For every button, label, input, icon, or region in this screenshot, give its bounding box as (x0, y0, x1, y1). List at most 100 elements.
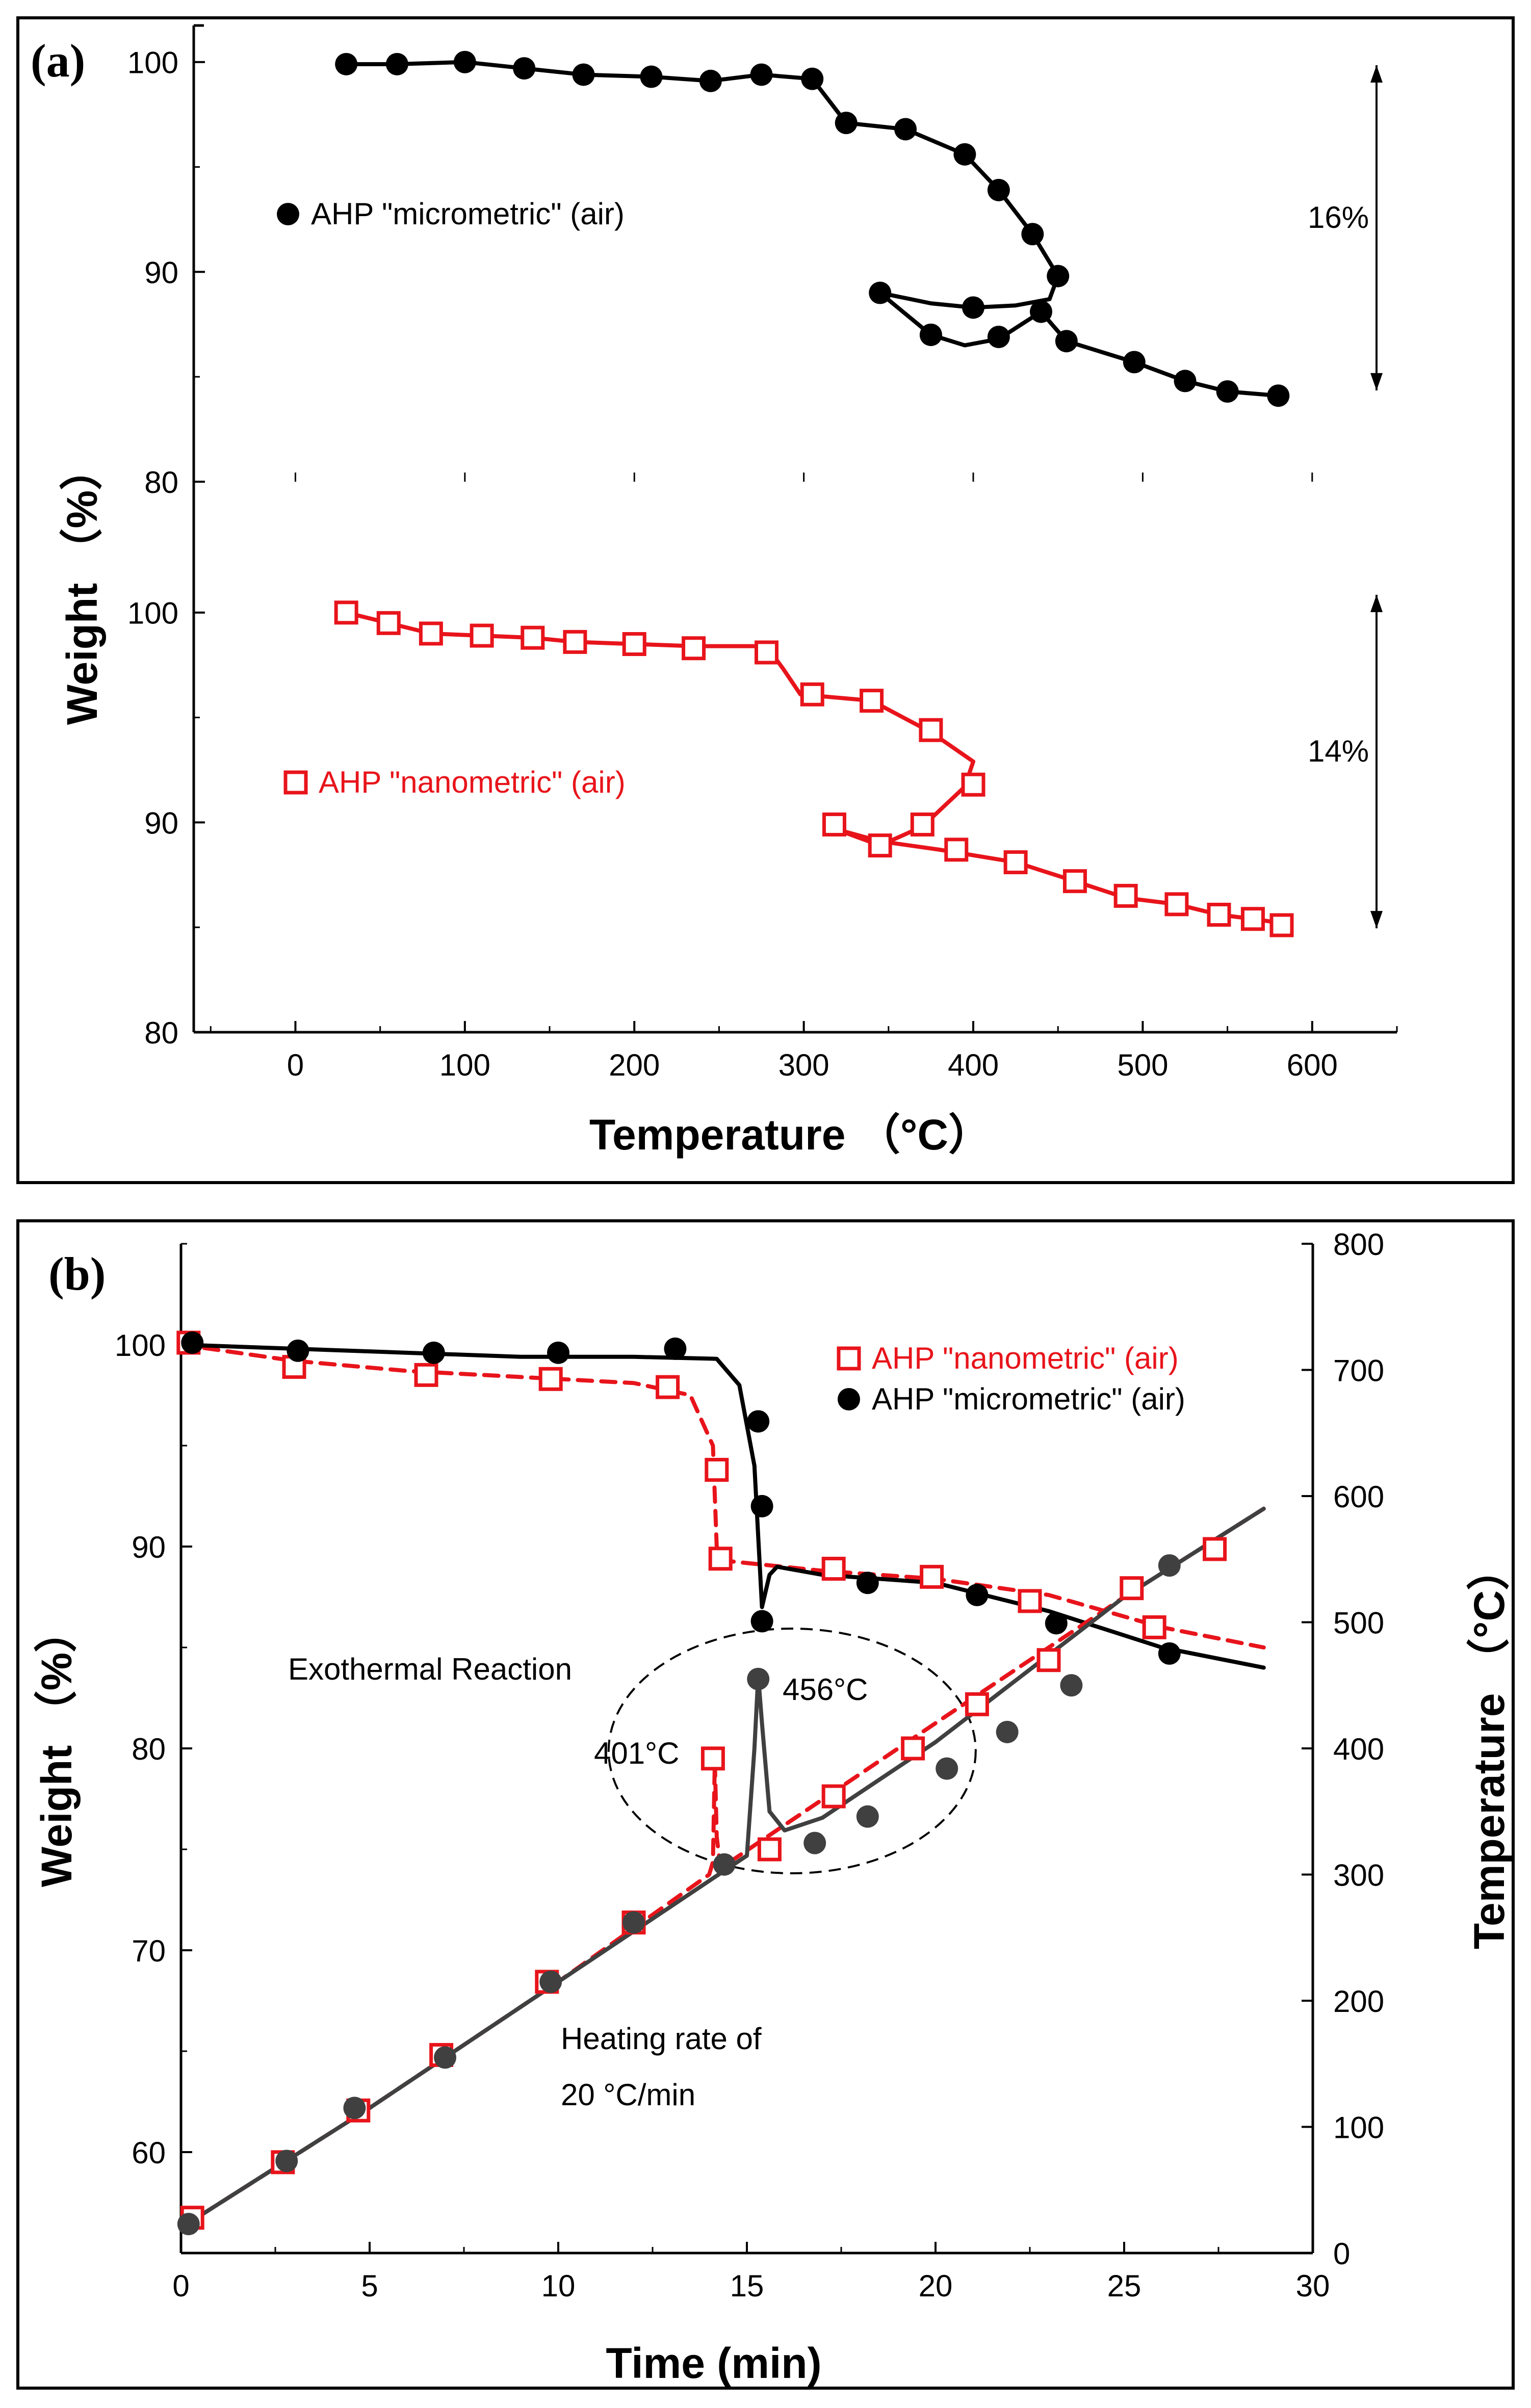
peak-nano-label: 401°C (594, 1736, 679, 1770)
heating-rate-label-1: Heating rate of (561, 2022, 762, 2056)
peak-micro-label: 456°C (783, 1672, 868, 1707)
panel-a-x-tick-label: 200 (609, 1048, 660, 1082)
panel-a-series-line-2 (344, 610, 1284, 925)
exothermal-region-ellipse (607, 1628, 977, 1874)
panel-b-y2-tick-label: 0 (1333, 2237, 1350, 2271)
panel-b-data-point (821, 1557, 846, 1581)
panel-b-y-tick-label: 70 (132, 1934, 166, 1968)
panel-b-data-point (856, 1805, 879, 1828)
panel-b-data-point (966, 1584, 989, 1607)
panel-a-data-point (860, 689, 884, 713)
panel-b-data-point (664, 1337, 687, 1360)
panel-a-data-point (953, 143, 976, 166)
panel-b-y2-tick-label: 800 (1333, 1227, 1384, 1262)
panel-a-data-point (376, 611, 401, 635)
panel-b-x-tick-label: 0 (172, 2269, 189, 2303)
panel-a-data-point (919, 323, 942, 346)
panel-a-data-point (1174, 370, 1197, 392)
panel-b-data-point (750, 1610, 773, 1633)
panel-a-data-point (1021, 223, 1044, 246)
panel-a-data-point (1207, 902, 1231, 927)
panel-a-data-point (894, 118, 917, 141)
panel-a-data-point (640, 65, 663, 88)
panel-b-data-point (177, 2213, 200, 2236)
panel-b-data-point (856, 1572, 879, 1594)
panel-a-data-point (1055, 330, 1078, 353)
panel-a-data-point (800, 682, 824, 706)
panel-a-data-point (334, 600, 358, 625)
panel-b-data-point (920, 1564, 944, 1589)
panel-a-legend-marker (283, 770, 308, 795)
panel-b-data-point (747, 1410, 770, 1433)
panel-a-data-point (1216, 380, 1239, 403)
panel-a-data-point (801, 67, 824, 90)
panel-a-data-point (754, 640, 779, 665)
panel-a-data-point (513, 57, 536, 80)
panel-b-data-point (1018, 1589, 1042, 1613)
panel-b-data-point (422, 1341, 445, 1364)
panel-b-data-point (713, 1853, 736, 1876)
panel-a-y-axis-title: Weight （%） (58, 448, 106, 725)
panel-b-legend-label: AHP "nanometric" (air) (872, 1341, 1179, 1375)
panel-b-data-point (656, 1375, 680, 1399)
panel-b-data-point (700, 1746, 725, 1771)
panel-a-range-arrow-head-top (1370, 594, 1383, 612)
panel-a-range-arrow-head-bottom (1370, 911, 1383, 929)
panel-b-data-point (901, 1736, 925, 1761)
panel-a-x-tick-label: 100 (439, 1048, 490, 1082)
panel-b-y-tick-label: 80 (132, 1732, 166, 1766)
panel-a-y-tick-label: 90 (144, 255, 178, 290)
panel-b-data-point (1158, 1642, 1181, 1665)
panel-a-data-point (1029, 300, 1052, 323)
panel-b-x-tick-label: 15 (730, 2269, 764, 2303)
panel-b-data-point (1158, 1554, 1181, 1577)
panel-b-frame (16, 1219, 1515, 2390)
panel-a-x-tick-label: 600 (1287, 1048, 1338, 1082)
panel-b-data-point (757, 1837, 782, 1862)
panel-a-data-point (919, 718, 943, 742)
panel-a-x-tick-label: 0 (287, 1048, 304, 1082)
panel-b-legend-marker (838, 1388, 860, 1410)
panel-b-x-tick-label: 5 (361, 2269, 378, 2303)
heating-rate-label-2: 20 °C/min (561, 2078, 695, 2112)
panel-a-data-point (419, 621, 443, 646)
panel-a-data-point (750, 63, 773, 86)
panel-a-y-tick-label: 80 (144, 1016, 178, 1050)
panel-b-x-tick-label: 10 (541, 2269, 576, 2303)
panel-a-data-point (987, 178, 1010, 201)
panel-b-legend-marker (837, 1346, 861, 1371)
panel-b-label: (b) (48, 1248, 106, 1300)
panel-a-range-annotation: 14% (1308, 734, 1369, 768)
panel-a-frame (16, 16, 1515, 1184)
panel-b-y-tick-label: 100 (115, 1328, 166, 1363)
panel-b-data-point (1142, 1615, 1166, 1639)
panel-a-y-tick-label: 90 (144, 806, 178, 840)
panel-a-legend-label: AHP "nanometric" (air) (319, 765, 626, 799)
panel-b-y2-tick-label: 400 (1333, 1732, 1384, 1766)
panel-a-data-point (572, 63, 595, 86)
panel-b-y2-tick-label: 100 (1333, 2111, 1384, 2145)
panel-a-plot: 0 100 200 300 400 500 600 80 90 100 AHP "micrometr… (127, 24, 1398, 1082)
panel-b-data-point (434, 2046, 456, 2069)
panel-a-data-point (962, 296, 985, 319)
panel-a-data-point (699, 69, 722, 92)
panel-a-legend-label: AHP "micrometric" (air) (311, 197, 625, 231)
panel-b-data-point (708, 1547, 733, 1571)
panel-a-data-point (1113, 883, 1138, 908)
panel-a-data-point (1269, 913, 1294, 937)
panel-b-data-point (965, 1692, 989, 1716)
panel-a-data-point (622, 632, 646, 656)
panel-b-plot: 0 5 10 15 20 25 30 60 70 80 90 100 0 100 200 300 400 500 6… (115, 1227, 1384, 2303)
panel-b-y2-axis-title: Temperature （°C） (1465, 1548, 1513, 1949)
panel-b-data-point (705, 1458, 729, 1482)
panel-a-data-point (910, 812, 935, 836)
panel-a-data-point (385, 53, 408, 75)
panel-b-data-point (287, 1339, 309, 1362)
panel-b-legend-label: AHP "micrometric" (air) (872, 1382, 1185, 1416)
panel-b-data-point (1203, 1537, 1227, 1561)
panel-a-range-annotation: 16% (1308, 200, 1369, 234)
panel-a-data-point (563, 630, 587, 654)
panel-b-data-point (622, 1911, 645, 1934)
panel-a-data-point (868, 833, 892, 858)
panel-b-data-point (1036, 1648, 1061, 1672)
